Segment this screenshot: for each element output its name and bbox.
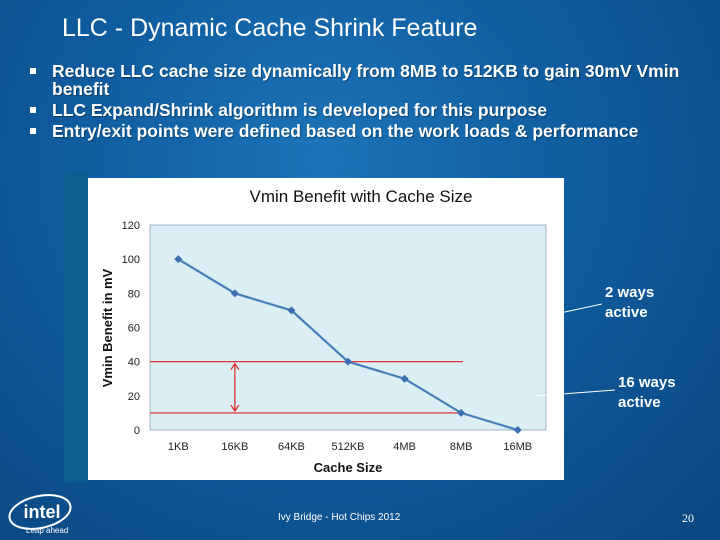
data-point bbox=[457, 408, 466, 417]
difference-arrow-head-down bbox=[230, 404, 240, 412]
data-point bbox=[287, 306, 296, 315]
slide-title: LLC - Dynamic Cache Shrink Feature bbox=[62, 14, 478, 42]
x-tick-label: 8MB bbox=[450, 441, 473, 453]
x-tick-label: 1KB bbox=[168, 441, 189, 453]
data-point bbox=[230, 289, 239, 298]
bullet-item: Entry/exit points were defined based on … bbox=[30, 122, 700, 140]
bullet-square-icon bbox=[30, 68, 36, 74]
logo-tagline: Leap ahead bbox=[26, 526, 68, 535]
y-axis-label: Vmin Benefit in mV bbox=[100, 268, 115, 387]
y-tick-label: 20 bbox=[128, 391, 140, 403]
x-tick-label: 16KB bbox=[221, 441, 248, 453]
y-tick-label: 120 bbox=[122, 220, 140, 232]
bullet-square-icon bbox=[30, 107, 36, 113]
difference-arrow-head-up bbox=[230, 362, 240, 370]
bullet-item: Reduce LLC cache size dynamically from 8… bbox=[30, 62, 700, 98]
logo-wordmark: intel bbox=[23, 502, 60, 522]
chart-title: Vmin Benefit with Cache Size bbox=[250, 187, 473, 206]
bullet-list: Reduce LLC cache size dynamically from 8… bbox=[30, 62, 700, 143]
data-point bbox=[513, 426, 522, 434]
chart-side-bar bbox=[64, 172, 88, 482]
intel-logo: intel Leap ahead bbox=[8, 494, 72, 535]
callout-16-ways: 16 ways active bbox=[618, 373, 676, 413]
bullet-text: LLC Expand/Shrink algorithm is developed… bbox=[52, 100, 547, 120]
page-number: 20 bbox=[682, 511, 694, 525]
callout-leader-2ways bbox=[545, 303, 603, 317]
x-axis-label: Cache Size bbox=[314, 460, 383, 475]
y-tick-label: 60 bbox=[128, 323, 140, 335]
callout-line: active bbox=[618, 394, 661, 411]
y-tick-label: 40 bbox=[128, 357, 140, 369]
callout-2-ways: 2 ways active bbox=[605, 283, 654, 323]
chart-container: Vmin Benefit with Cache Size 0 20 40 60 80 10… bbox=[88, 178, 564, 480]
footer-text: Ivy Bridge - Hot Chips 2012 bbox=[278, 512, 401, 523]
bullet-text: Entry/exit points were defined based on … bbox=[52, 121, 639, 141]
callout-line: active bbox=[605, 304, 648, 321]
bullet-square-icon bbox=[30, 128, 36, 134]
line-chart: Vmin Benefit with Cache Size 0 20 40 60 80 10… bbox=[100, 187, 547, 475]
x-tick-label: 16MB bbox=[503, 441, 532, 453]
y-tick-label: 80 bbox=[128, 288, 140, 300]
plot-area bbox=[149, 224, 547, 431]
data-point bbox=[344, 357, 352, 366]
x-tick-label: 4MB bbox=[393, 441, 416, 453]
callout-line: 16 ways bbox=[618, 374, 676, 391]
data-point bbox=[400, 374, 409, 383]
bullet-item: LLC Expand/Shrink algorithm is developed… bbox=[30, 101, 700, 119]
callout-line: 2 ways bbox=[605, 284, 655, 301]
y-tick-label: 0 bbox=[134, 425, 140, 437]
data-point bbox=[174, 255, 183, 264]
bullet-text: Reduce LLC cache size dynamically from 8… bbox=[52, 61, 680, 99]
y-tick-label: 100 bbox=[122, 254, 140, 266]
callout-leader-16ways bbox=[534, 389, 616, 397]
x-tick-label: 64KB bbox=[278, 441, 305, 453]
x-tick-label: 512KB bbox=[331, 441, 364, 453]
